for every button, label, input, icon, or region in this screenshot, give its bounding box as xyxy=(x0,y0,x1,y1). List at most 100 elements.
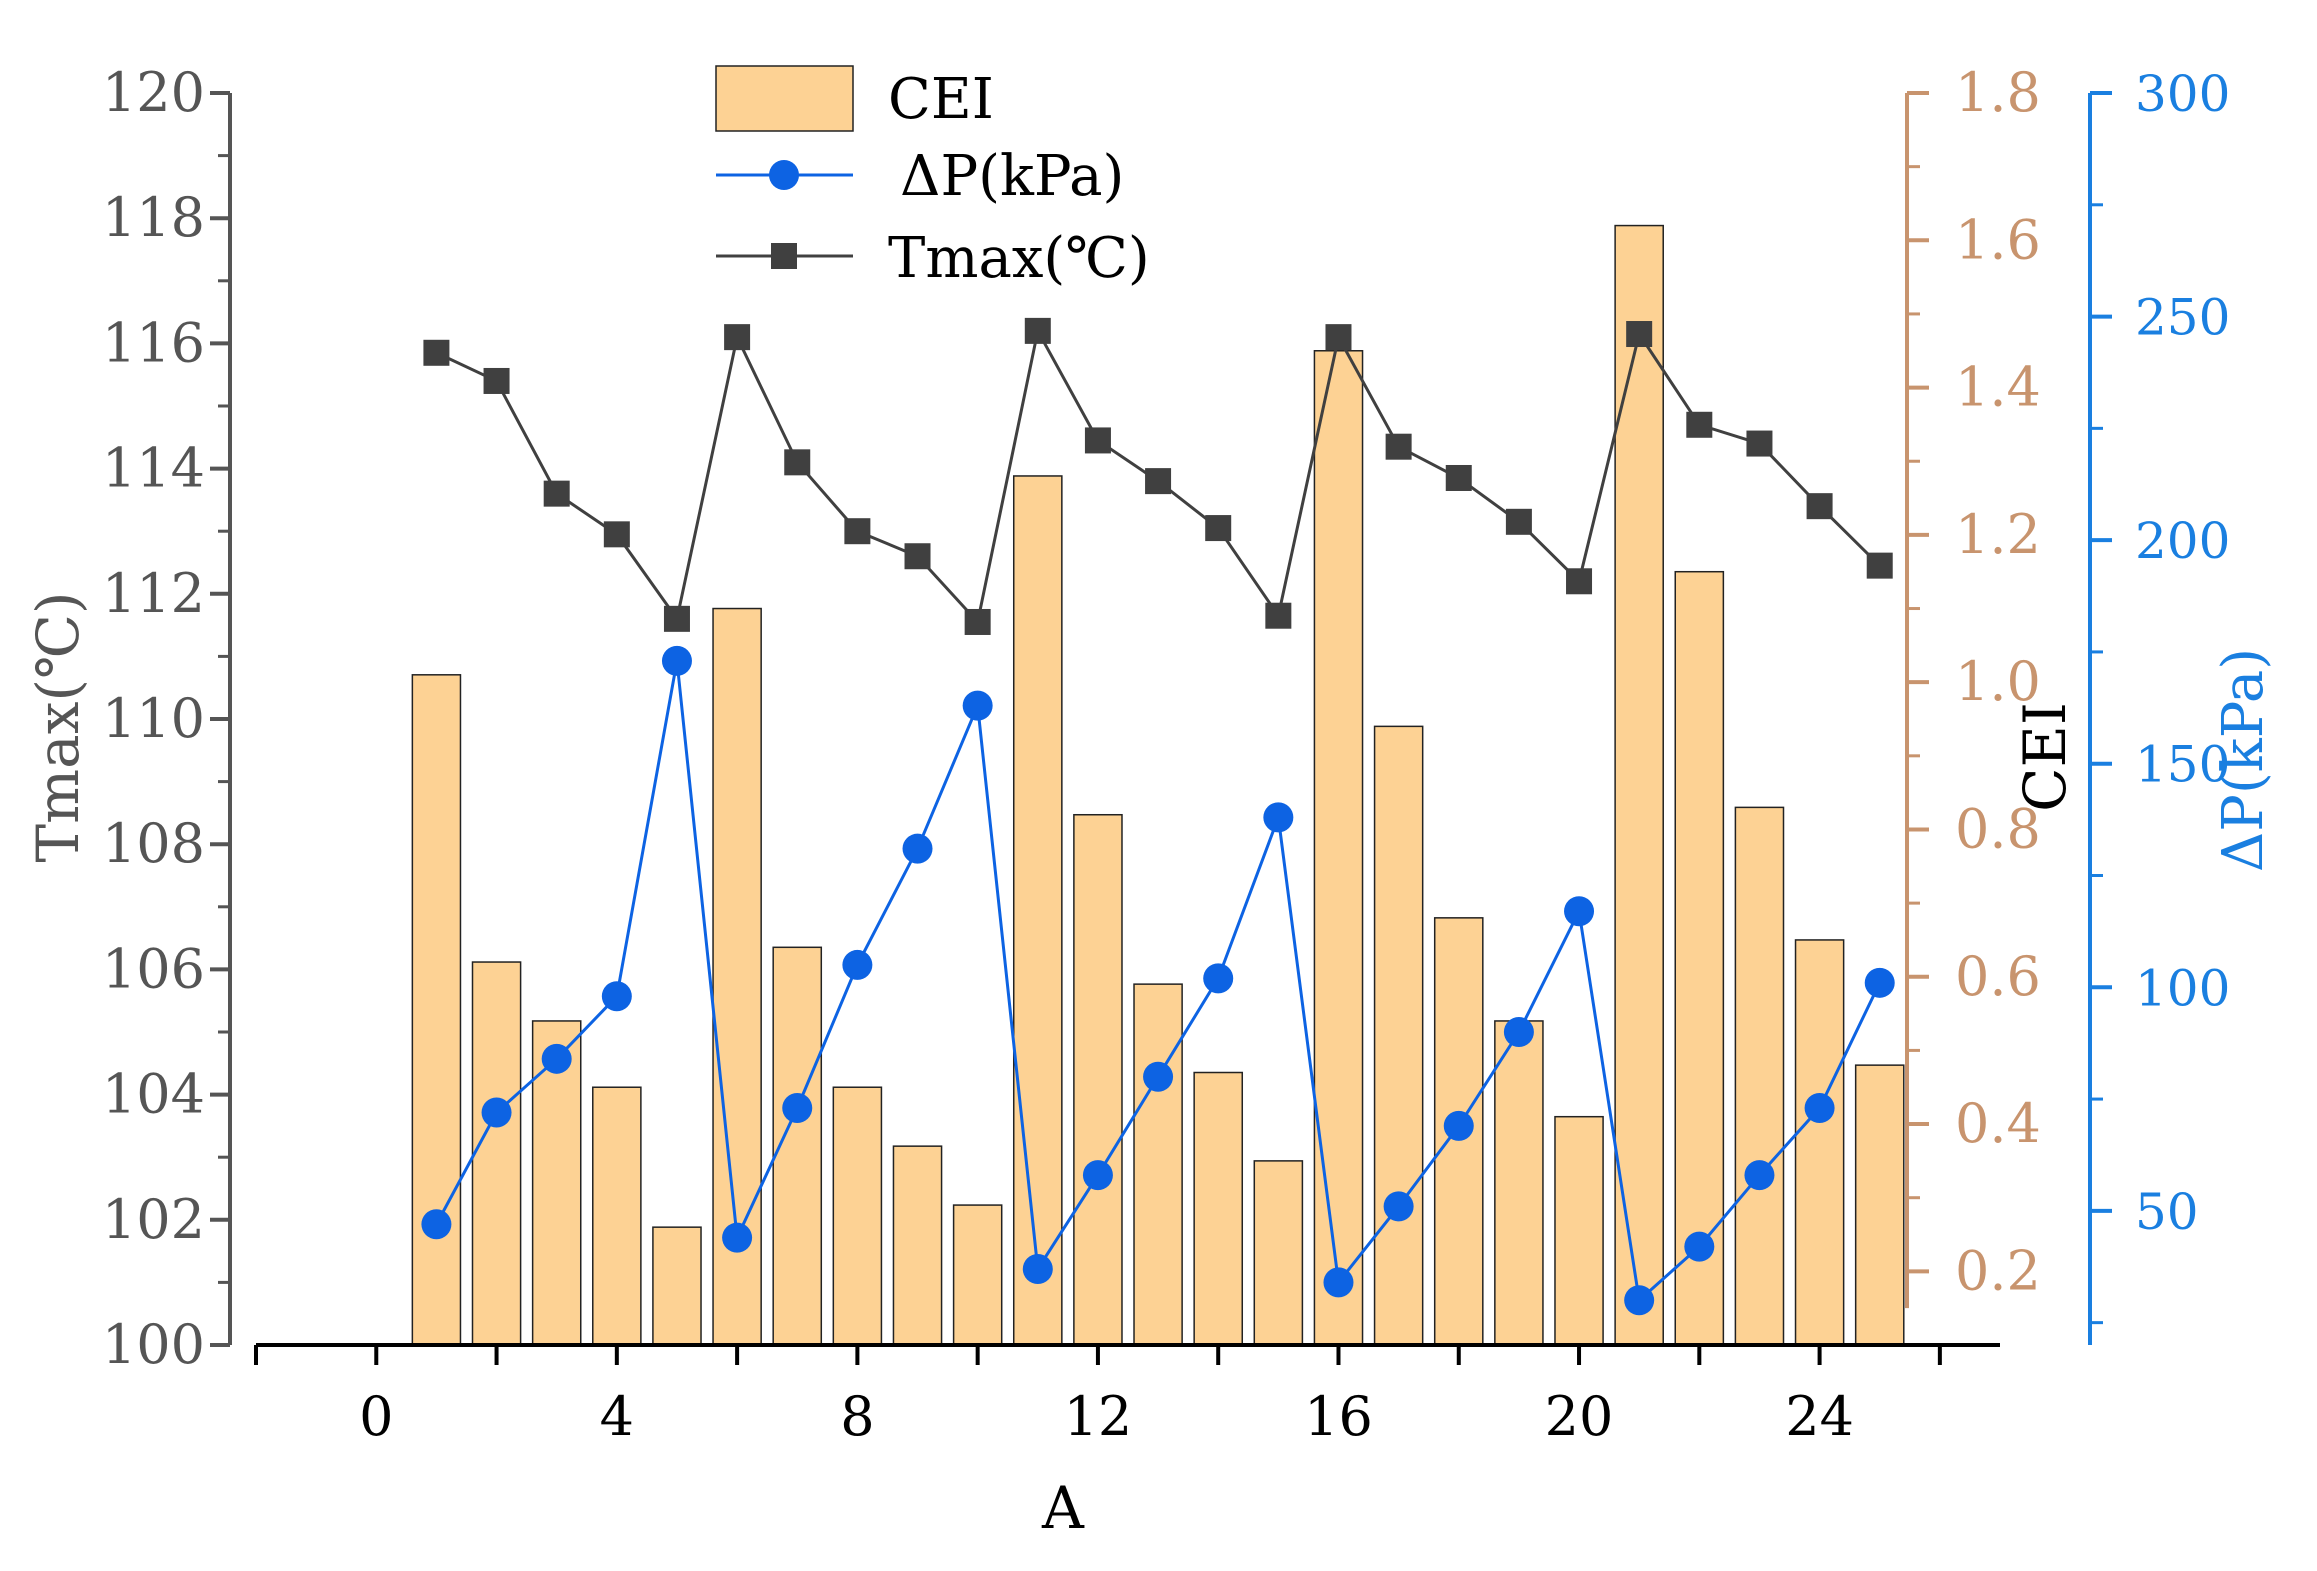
legend-label-dp: ΔP(kPa) xyxy=(900,144,1124,209)
x-axis-title: A xyxy=(1041,1474,1085,1542)
tmax-point xyxy=(964,608,991,635)
cei-bar xyxy=(712,607,762,1346)
tmax-point xyxy=(784,449,811,476)
cei-bar xyxy=(1133,983,1183,1346)
legend: CEI ΔP(kPa) Tmax(℃) xyxy=(715,65,1150,291)
cei-axis-tick-label: 1.0 xyxy=(1955,650,2041,713)
tmax-point xyxy=(1746,430,1773,457)
x-axis-tick-label: 4 xyxy=(600,1385,634,1448)
left-axis-tick-label: 112 xyxy=(102,562,205,625)
tmax-point xyxy=(483,367,510,394)
legend-label-cei: CEI xyxy=(888,67,994,132)
tmax-point xyxy=(904,543,931,570)
dp-point xyxy=(661,645,692,676)
cei-bar xyxy=(1313,350,1364,1346)
dp-point xyxy=(541,1043,572,1074)
tmax-point xyxy=(1866,552,1893,579)
cei-bar xyxy=(1253,1160,1304,1346)
dp-axis-tick-label: 200 xyxy=(2135,512,2230,570)
dp-point xyxy=(1864,967,1895,998)
dp-point xyxy=(1323,1267,1354,1298)
x-axis-tick-label: 20 xyxy=(1545,1385,1614,1448)
tmax-point xyxy=(423,339,450,366)
cei-bar xyxy=(1674,570,1725,1346)
cei-bar xyxy=(832,1086,883,1346)
dp-point xyxy=(1022,1253,1053,1284)
cei-axis-tick-label: 0.6 xyxy=(1955,945,2041,1008)
legend-marker-tmax xyxy=(771,243,797,269)
tmax-point xyxy=(1445,464,1472,491)
dp-axis-tick-label: 150 xyxy=(2135,736,2230,794)
dp-point xyxy=(1684,1231,1715,1262)
tmax-point xyxy=(1265,602,1292,629)
dp-point xyxy=(481,1097,512,1128)
dp-point xyxy=(1804,1093,1835,1124)
tmax-point xyxy=(1566,568,1593,595)
cei-bar xyxy=(1854,1064,1905,1346)
cei-bar xyxy=(1373,725,1424,1346)
cei-axis-tick-label: 0.4 xyxy=(1955,1092,2041,1155)
left-axis-tick-label: 102 xyxy=(102,1188,205,1251)
dp-point xyxy=(842,949,873,980)
left-axis-tick-label: 110 xyxy=(102,687,205,750)
cei-bar xyxy=(952,1204,1003,1346)
dp-axis-title: ΔP(kPa) xyxy=(2211,648,2276,872)
cei-axis-title: CEI xyxy=(2011,702,2079,812)
data-lines xyxy=(421,317,1895,1316)
dp-axis-tick-label: 250 xyxy=(2135,289,2230,347)
dp-point xyxy=(1564,896,1595,927)
left-axis-tick-label: 116 xyxy=(102,311,205,374)
dp-point xyxy=(1263,802,1294,833)
tmax-point xyxy=(1084,427,1111,454)
dp-point xyxy=(782,1093,813,1124)
cei-bar xyxy=(411,674,462,1346)
left-axis-tick-label: 120 xyxy=(102,61,205,124)
dp-point xyxy=(1143,1061,1174,1092)
cei-bar xyxy=(892,1145,943,1346)
tmax-point xyxy=(1505,508,1532,535)
left-axis-tick-label: 108 xyxy=(102,812,205,875)
left-axis-tick-label: 100 xyxy=(102,1313,205,1376)
cei-bars xyxy=(411,224,1905,1346)
dp-point xyxy=(1443,1110,1474,1141)
cei-bar xyxy=(592,1086,642,1346)
cei-axis-tick-label: 0.2 xyxy=(1955,1239,2041,1302)
cei-axis-tick-label: 1.4 xyxy=(1955,356,2041,419)
cei-bar xyxy=(1193,1071,1244,1346)
dp-point xyxy=(1503,1017,1534,1047)
legend-marker-dp xyxy=(769,160,799,190)
tmax-point xyxy=(724,324,751,351)
dp-axis-tick-label: 50 xyxy=(2135,1183,2199,1241)
dp-point xyxy=(421,1209,452,1240)
dp-point xyxy=(1744,1160,1775,1191)
x-axis-tick-label: 0 xyxy=(359,1385,393,1448)
dp-point xyxy=(601,981,632,1012)
cei-bar xyxy=(1494,1020,1544,1346)
tmax-point xyxy=(1205,515,1232,542)
dp-point xyxy=(1082,1160,1113,1191)
dp-point xyxy=(962,690,993,721)
left-axis-title: Tmax(℃) xyxy=(24,591,92,862)
x-axis-tick-label: 8 xyxy=(840,1385,874,1448)
left-axis-tick-label: 106 xyxy=(102,937,205,1000)
cei-axis-tick-label: 0.8 xyxy=(1955,797,2041,860)
dp-point xyxy=(1203,963,1234,994)
cei-bar xyxy=(1073,813,1123,1346)
cei-axis-tick-label: 1.6 xyxy=(1955,208,2041,271)
legend-label-tmax: Tmax(℃) xyxy=(888,226,1150,291)
x-axis-tick-label: 12 xyxy=(1064,1385,1133,1448)
tmax-point xyxy=(844,518,871,545)
tmax-point xyxy=(1024,317,1051,344)
tmax-point xyxy=(1626,321,1653,348)
left-axis-tick-label: 118 xyxy=(102,186,205,249)
cei-bar xyxy=(1794,939,1845,1346)
dp-point xyxy=(902,833,933,864)
cei-axis-tick-label: 1.8 xyxy=(1955,61,2041,124)
tmax-point xyxy=(1145,468,1172,495)
dp-point xyxy=(1624,1285,1655,1316)
tmax-point xyxy=(1806,493,1833,520)
left-axis-tick-label: 114 xyxy=(102,437,205,500)
x-axis-tick-label: 16 xyxy=(1304,1385,1373,1448)
tmax-point xyxy=(663,605,690,632)
